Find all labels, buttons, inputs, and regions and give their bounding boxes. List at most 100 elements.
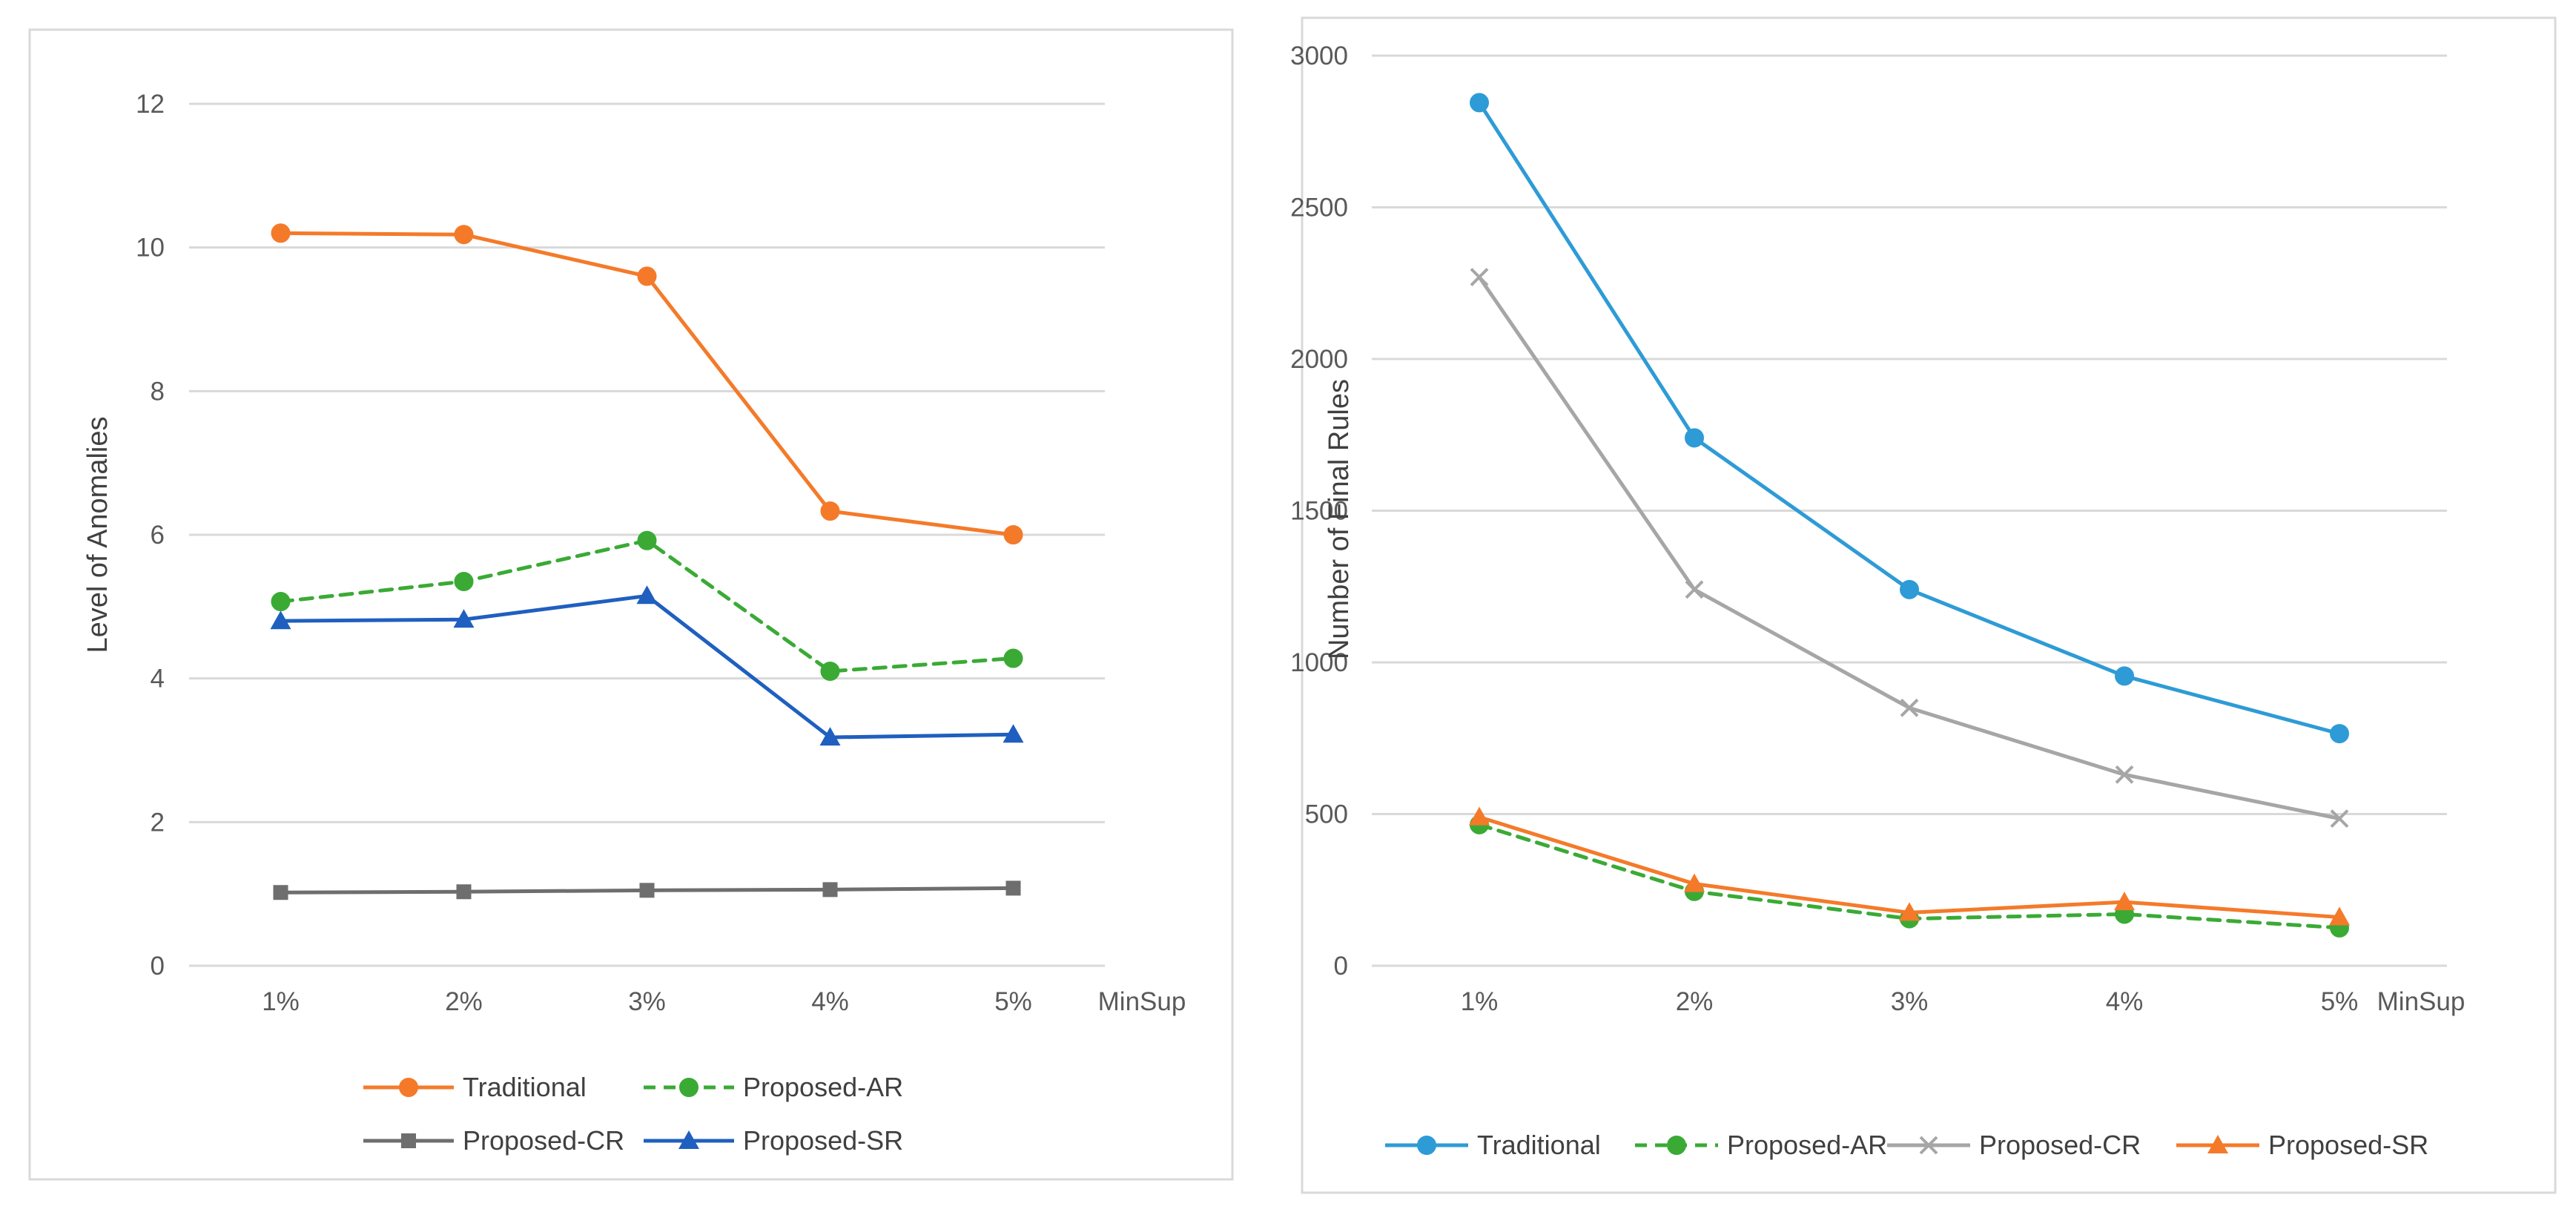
right-chart-frame xyxy=(1301,16,2557,1194)
data-point xyxy=(1899,902,1920,921)
x-axis-title: MinSup xyxy=(1098,987,1186,1016)
y-tick-label: 500 xyxy=(1305,800,1348,829)
legend-label: Proposed-SR xyxy=(743,1125,903,1156)
data-point xyxy=(1900,579,1919,599)
legend-item: Proposed-CR xyxy=(363,1125,624,1156)
data-point xyxy=(454,571,474,591)
data-point xyxy=(1005,880,1021,896)
legend-item: Traditional xyxy=(363,1072,587,1102)
legend-label: Traditional xyxy=(1477,1130,1601,1160)
data-point xyxy=(1003,648,1023,668)
left-chart-frame xyxy=(28,28,1234,1181)
data-point xyxy=(1685,580,1704,599)
data-point xyxy=(273,885,288,900)
y-tick-label: 0 xyxy=(151,952,165,981)
data-point xyxy=(2329,906,2350,926)
y-tick-label: 2500 xyxy=(1290,194,1348,223)
legend-marker xyxy=(1919,1136,1938,1155)
data-point-stroke-b xyxy=(2115,765,2134,784)
data-point xyxy=(454,225,474,245)
x-tick-label: 2% xyxy=(1676,987,1714,1016)
data-point xyxy=(2115,765,2134,784)
x-tick-label: 5% xyxy=(994,987,1032,1016)
data-point xyxy=(270,610,291,630)
data-point-stroke-b xyxy=(2330,809,2349,829)
data-point-stroke-b xyxy=(1685,580,1704,599)
x-tick-label: 3% xyxy=(1891,987,1929,1016)
legend-item: Proposed-AR xyxy=(1635,1130,1887,1160)
legend-item: Traditional xyxy=(1385,1130,1601,1160)
y-axis-title: Number of Final Rules xyxy=(1324,379,1355,659)
series-proposed-cr xyxy=(273,880,1021,900)
legend-label: Traditional xyxy=(463,1072,587,1102)
data-point xyxy=(2114,892,2135,911)
x-tick-label: 1% xyxy=(262,987,300,1016)
data-point xyxy=(820,501,840,521)
y-tick-label: 8 xyxy=(151,377,165,406)
legend-marker xyxy=(678,1130,699,1149)
right-chart: 0 500 1000 1500 2000 2500 3000 1% 2% 3% 4% 5% MinSup… xyxy=(1290,42,2465,1160)
x-tick-label: 4% xyxy=(811,987,849,1016)
data-point xyxy=(271,223,291,243)
x-tick-label: 4% xyxy=(2106,987,2144,1016)
series-traditional xyxy=(271,223,1023,544)
data-point-stroke-b xyxy=(1470,268,1489,286)
data-point xyxy=(1684,873,1705,892)
data-point xyxy=(1003,525,1023,544)
legend-marker xyxy=(401,1133,416,1148)
legend-item: Proposed-SR xyxy=(644,1125,903,1156)
legend-item: Proposed-AR xyxy=(644,1072,903,1102)
legend-label: Proposed-AR xyxy=(743,1072,903,1102)
data-point xyxy=(1470,268,1489,286)
data-point xyxy=(636,585,658,605)
data-point xyxy=(1470,93,1489,113)
x-tick-label: 5% xyxy=(2321,987,2359,1016)
x-tick-label: 3% xyxy=(628,987,666,1016)
legend-marker-stroke-b xyxy=(1919,1136,1938,1155)
y-axis-title: Level of Anomalies xyxy=(82,417,113,653)
data-point xyxy=(819,727,841,746)
data-point xyxy=(1003,724,1024,743)
data-point xyxy=(2330,724,2349,744)
series-proposed-cr xyxy=(1470,268,2349,829)
legend-marker xyxy=(399,1078,418,1097)
data-point xyxy=(271,592,291,612)
data-point xyxy=(637,530,657,550)
legend-item: Proposed-SR xyxy=(2176,1130,2428,1160)
legend-marker xyxy=(679,1078,699,1097)
data-point xyxy=(1900,698,1919,717)
y-tick-label: 2000 xyxy=(1290,345,1348,374)
y-tick-label: 1000 xyxy=(1290,648,1348,677)
data-point xyxy=(453,609,475,628)
y-tick-label: 1500 xyxy=(1290,497,1348,526)
legend-marker xyxy=(2207,1135,2228,1153)
legend-marker xyxy=(1417,1136,1436,1155)
x-tick-label: 1% xyxy=(1461,987,1499,1016)
legend-label: Proposed-AR xyxy=(1727,1130,1887,1160)
data-point xyxy=(637,266,657,286)
series-proposed-ar xyxy=(271,530,1023,681)
y-tick-label: 0 xyxy=(1334,952,1348,981)
y-tick-label: 2 xyxy=(151,808,165,837)
data-point xyxy=(2330,809,2349,829)
legend-item: Proposed-CR xyxy=(1887,1130,2141,1160)
data-point xyxy=(456,884,472,900)
data-point xyxy=(639,883,655,898)
y-tick-label: 10 xyxy=(136,234,165,263)
data-point-stroke-b xyxy=(1900,698,1919,717)
data-point xyxy=(822,882,838,898)
y-tick-label: 3000 xyxy=(1290,42,1348,70)
data-point xyxy=(2115,666,2134,686)
x-tick-label: 2% xyxy=(445,987,483,1016)
series-proposed-sr xyxy=(1469,806,2350,926)
series-proposed-sr xyxy=(270,585,1024,746)
legend-label: Proposed-CR xyxy=(1979,1130,2141,1160)
legend-label: Proposed-CR xyxy=(463,1125,624,1156)
y-tick-label: 6 xyxy=(151,521,165,550)
data-point xyxy=(1685,428,1704,448)
legend-label: Proposed-SR xyxy=(2268,1130,2428,1160)
y-tick-label: 12 xyxy=(136,90,165,119)
series-traditional xyxy=(1470,93,2349,744)
data-point xyxy=(1469,806,1490,826)
